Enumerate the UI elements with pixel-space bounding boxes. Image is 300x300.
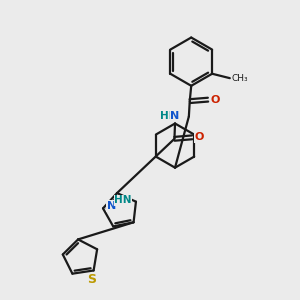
Text: O: O bbox=[194, 132, 203, 142]
Text: S: S bbox=[87, 273, 96, 286]
Text: HN: HN bbox=[160, 111, 178, 122]
Text: HN: HN bbox=[114, 195, 131, 205]
Text: N: N bbox=[170, 111, 180, 122]
Text: CH₃: CH₃ bbox=[231, 74, 248, 83]
Text: N: N bbox=[106, 201, 116, 211]
Text: O: O bbox=[210, 94, 219, 105]
